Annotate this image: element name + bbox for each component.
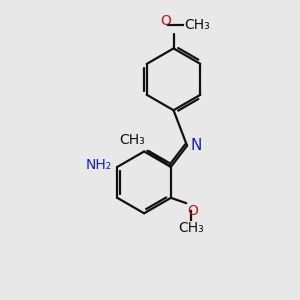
Text: CH₃: CH₃	[184, 18, 210, 32]
Text: O: O	[160, 14, 171, 28]
Text: CH₃: CH₃	[119, 133, 145, 147]
Text: CH₃: CH₃	[178, 221, 204, 235]
Text: N: N	[190, 138, 201, 153]
Text: NH₂: NH₂	[86, 158, 112, 172]
Text: O: O	[188, 204, 198, 218]
